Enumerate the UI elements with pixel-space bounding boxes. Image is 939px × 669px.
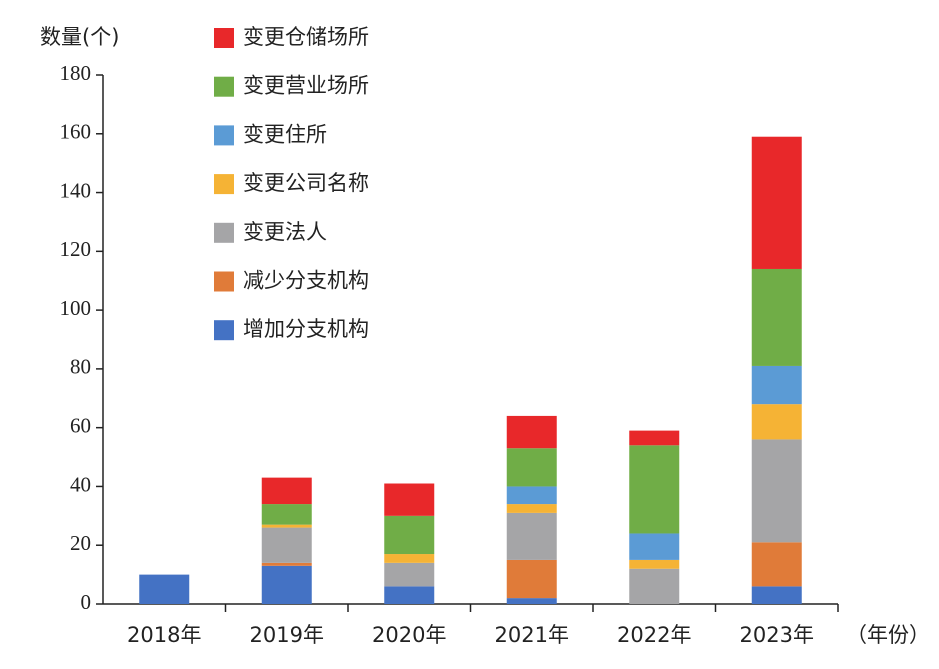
bar-segment [506, 486, 557, 505]
y-tick-label: 180 [60, 61, 92, 85]
bar-segment [506, 559, 557, 599]
legend-swatch [214, 76, 234, 97]
x-tick-label: 2023年 [740, 623, 814, 647]
bar-segment [384, 554, 435, 563]
bar-segment [384, 562, 435, 587]
bar-segment [506, 504, 557, 513]
legend-swatch [214, 174, 234, 195]
bar-segment [751, 268, 802, 366]
bar-segment [751, 542, 802, 587]
x-tick-label: 2019年 [250, 623, 324, 647]
legend-label: 减少分支机构 [243, 269, 369, 293]
bar-segment [261, 527, 312, 563]
y-tick-label: 140 [60, 178, 92, 202]
bar-segment [506, 448, 557, 487]
x-tick-label: 2022年 [617, 623, 691, 647]
bar-segment [261, 504, 312, 525]
bar-segment [261, 562, 312, 566]
y-tick-label: 120 [60, 237, 92, 261]
bar-segment [751, 365, 802, 405]
bar-segment [384, 515, 435, 555]
legend-swatch [214, 320, 234, 341]
bar-segment [629, 568, 680, 604]
y-tick-label: 20 [70, 531, 91, 555]
bar-segment [629, 445, 680, 534]
bar-segment [506, 415, 557, 449]
x-tick-label: 2020年 [372, 623, 446, 647]
bar-segment [629, 430, 680, 446]
bar-segment [751, 439, 802, 543]
y-axis-label: 数量(个) [40, 25, 119, 49]
bar-segment [506, 598, 557, 604]
bar-segment [384, 483, 435, 516]
y-tick-label: 60 [70, 413, 91, 437]
y-tick-label: 100 [60, 296, 92, 320]
legend-swatch [214, 125, 234, 146]
bar-segment [139, 574, 190, 604]
legend-label: 变更法人 [243, 220, 327, 244]
bar-segment [629, 559, 680, 569]
bar-segment [751, 586, 802, 604]
legend-swatch [214, 271, 234, 292]
x-tick-label: 2018年 [127, 623, 201, 647]
bar-segment [261, 477, 312, 505]
y-tick-label: 80 [70, 355, 91, 379]
y-tick-label: 160 [60, 120, 92, 144]
bar-segment [384, 586, 435, 604]
legend-label: 变更公司名称 [243, 171, 369, 195]
y-tick-label: 0 [81, 590, 92, 614]
legend-label: 变更营业场所 [243, 74, 369, 98]
legend-swatch [214, 222, 234, 243]
bar-segment [751, 136, 802, 269]
y-tick-label: 40 [70, 472, 91, 496]
bar-segment [751, 404, 802, 440]
legend-label: 增加分支机构 [243, 317, 369, 341]
bar-segment [261, 565, 312, 604]
bar-segment [506, 512, 557, 560]
legend-label: 变更住所 [243, 122, 327, 146]
x-axis-label: （年份） [846, 623, 930, 647]
bar-segment [629, 533, 680, 560]
legend-label: 变更仓储场所 [243, 25, 369, 49]
legend-swatch [214, 28, 234, 48]
x-tick-label: 2021年 [495, 623, 569, 647]
bar-segment [261, 524, 312, 528]
